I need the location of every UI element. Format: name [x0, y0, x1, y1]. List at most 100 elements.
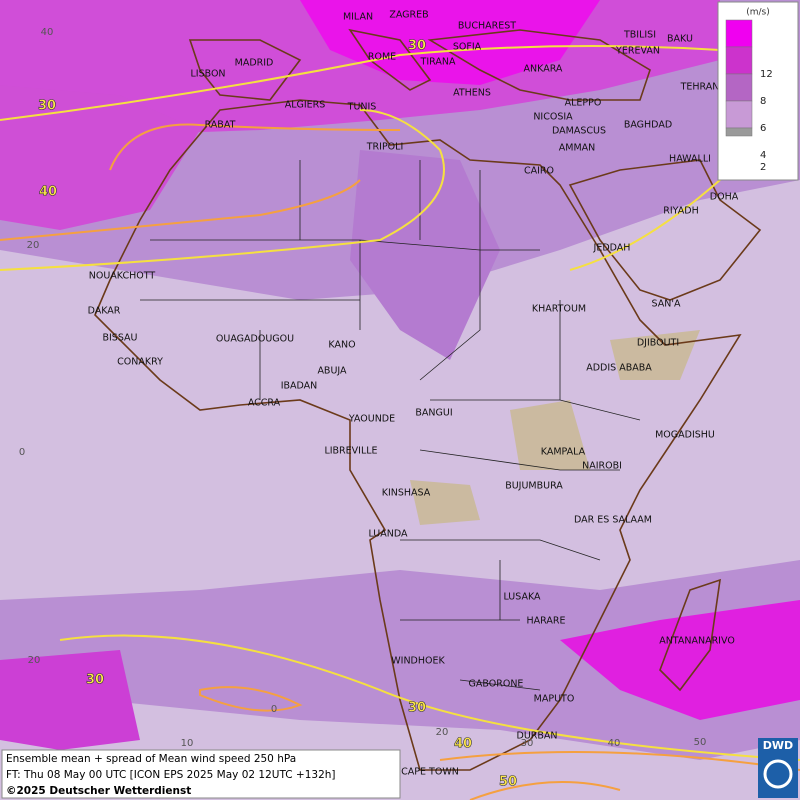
grid-label: 20 — [436, 727, 449, 738]
footer-title: Ensemble mean + spread of Mean wind spee… — [6, 753, 296, 765]
city-label: TUNIS — [347, 102, 377, 113]
city-label: DAMASCUS — [552, 126, 606, 137]
city-label: MILAN — [343, 12, 373, 23]
city-label: CAIRO — [524, 166, 554, 177]
city-label: HAWALLI — [669, 154, 711, 165]
footer-box — [1, 749, 401, 799]
city-label: TEHRAN — [680, 82, 720, 93]
legend-level: 12 — [760, 69, 773, 80]
city-label: LISBON — [190, 69, 225, 80]
city-label: BAKU — [667, 34, 693, 45]
city-label: IBADAN — [281, 381, 318, 392]
grid-label: 0 — [19, 447, 25, 458]
logo: DWD — [763, 739, 793, 752]
footer-forecast: FT: Thu 08 May 00 UTC [ICON EPS 2025 May… — [6, 769, 336, 781]
labels: MILAN ZAGREB BUCHAREST TBILISI BAKU YEREVAN MA… — [19, 10, 739, 790]
city-label: ABUJA — [317, 366, 347, 377]
city-label: DAR ES SALAAM — [574, 515, 652, 526]
city-label: BUCHAREST — [458, 21, 516, 32]
city-label: DURBAN — [517, 731, 558, 742]
city-label: ACCRA — [248, 398, 281, 409]
city-label: BAGHDAD — [624, 120, 672, 131]
city-label: MOGADISHU — [655, 430, 715, 441]
city-label: MADRID — [235, 58, 274, 69]
grid-label: 30 — [521, 738, 534, 749]
city-label: YEREVAN — [615, 46, 660, 57]
city-label: OUAGADOUGOU — [216, 334, 294, 345]
city-label: NOUAKCHOTT — [89, 271, 156, 282]
city-label: RABAT — [205, 120, 236, 131]
legend-swatch — [725, 73, 753, 102]
legend-swatch — [725, 46, 753, 75]
wind-band — [0, 560, 800, 760]
legend-swatch — [725, 100, 753, 129]
contour-label: 50 — [499, 775, 517, 790]
city-label: DOHA — [710, 192, 739, 203]
city-label: AMMAN — [559, 143, 596, 154]
city-label: LIBREVILLE — [324, 446, 377, 457]
city-label: ANTANANARIVO — [659, 636, 735, 647]
city-label: SOFIA — [453, 42, 482, 53]
border — [140, 160, 641, 691]
wind-band — [0, 85, 200, 230]
city-label: WINDHOEK — [391, 656, 445, 667]
legend-level: 8 — [760, 96, 766, 107]
city-label: LUANDA — [368, 529, 408, 540]
grid-label: 10 — [181, 738, 194, 749]
city-label: JEDDAH — [593, 243, 631, 254]
isotach — [0, 109, 445, 271]
logo-icon — [763, 759, 793, 789]
contour-label: 30 — [408, 39, 426, 54]
city-label: TRIPOLI — [366, 142, 404, 153]
city-label: ALEPPO — [565, 98, 602, 109]
contour-label: 30 — [38, 99, 56, 114]
city-label: ATHENS — [453, 88, 491, 99]
city-label: ALGIERS — [285, 100, 326, 111]
city-label: DAKAR — [88, 306, 121, 317]
city-label: ANKARA — [524, 64, 563, 75]
grid-label: 40 — [608, 738, 621, 749]
city-label: ZAGREB — [389, 10, 428, 21]
coastline — [94, 99, 742, 771]
city-label: TIRANA — [420, 57, 456, 68]
city-label: DJIBOUTI — [637, 338, 679, 349]
contour-label: 40 — [454, 737, 472, 752]
contour-label: 30 — [408, 701, 426, 716]
coastline — [188, 28, 762, 692]
isotach — [59, 634, 800, 761]
legend-swatch — [725, 19, 753, 48]
isotach — [199, 686, 800, 801]
city-label: YAOUNDE — [348, 414, 395, 425]
city-label: RIYADH — [663, 206, 698, 217]
legend-level: 4 — [760, 150, 766, 161]
grid-label: 40 — [41, 27, 54, 38]
city-label: HARARE — [527, 616, 566, 627]
legend-swatch — [725, 127, 753, 137]
city-label: KINSHASA — [382, 488, 431, 499]
grid-label: 20 — [28, 655, 41, 666]
city-label: GABORONE — [469, 679, 524, 690]
jet-core — [560, 600, 800, 720]
isotach — [0, 123, 401, 241]
isotach — [0, 45, 721, 121]
city-label: MAPUTO — [534, 694, 575, 705]
city-label: ADDIS ABABA — [586, 363, 652, 374]
city-label: KAMPALA — [541, 447, 586, 458]
city-label: ROME — [368, 52, 396, 63]
footer-copyright: ©2025 Deutscher Wetterdienst — [6, 785, 191, 797]
city-label: NAIROBI — [582, 461, 622, 472]
city-label: LUSAKA — [503, 592, 541, 603]
city-label: KANO — [328, 340, 355, 351]
city-label: CAPE TOWN — [401, 767, 459, 778]
city-label: BUJUMBURA — [505, 481, 563, 492]
city-label: SAN'A — [652, 299, 681, 310]
city-label: TBILISI — [623, 30, 656, 41]
legend-level: 2 — [760, 162, 766, 173]
city-label: BISSAU — [102, 333, 137, 344]
contour-label: 30 — [86, 673, 104, 688]
wind-band — [0, 650, 140, 750]
city-label: KHARTOUM — [532, 304, 586, 315]
city-label: CONAKRY — [117, 357, 163, 368]
contour-label: 40 — [39, 185, 57, 200]
